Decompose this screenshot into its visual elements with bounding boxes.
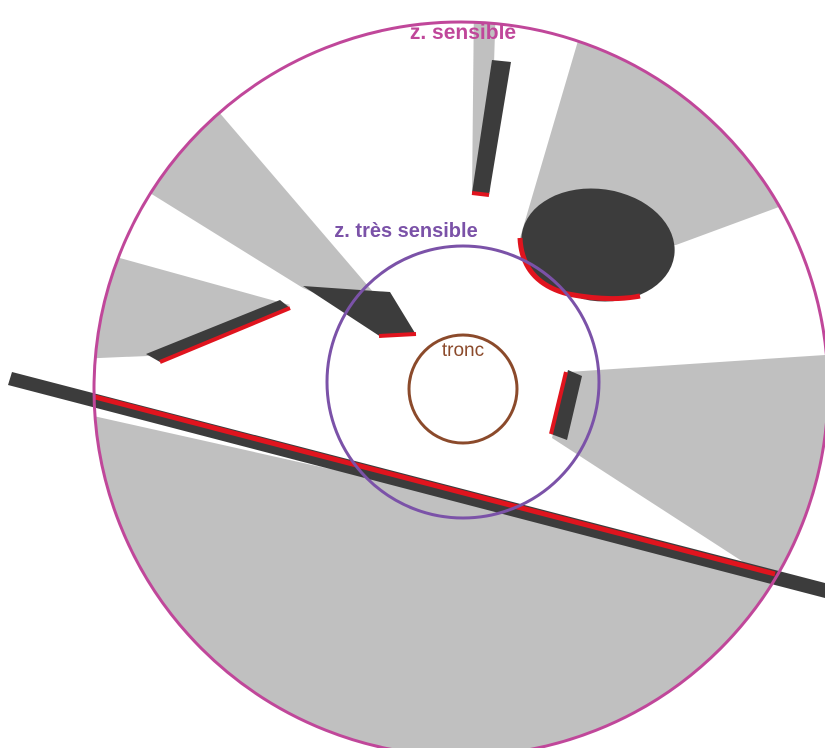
trunk-label: tronc [442,340,484,361]
shadow-sector-right [552,355,825,615]
impact-edge-road [94,394,776,577]
very-sensitive-zone-circle [325,244,601,520]
very-sensitive-zone-label: z. très sensible [334,220,477,242]
impact-edge-right-bar [549,371,568,435]
obstacle-top-bar [472,60,511,195]
obstacle-right-bar [551,370,582,440]
impact-edge-left-bar [159,306,291,364]
obstacle-upper-left [303,286,415,337]
obstacle-ellipse [521,188,675,302]
sensitive-zone-label: z. sensible [410,21,516,44]
sensitive-zone-circle [92,20,825,748]
impact-edge-upper-left [378,332,417,338]
obstacle-left-bar [146,300,290,362]
impact-edge-top-bar [471,191,490,197]
trunk-circle [407,333,519,445]
